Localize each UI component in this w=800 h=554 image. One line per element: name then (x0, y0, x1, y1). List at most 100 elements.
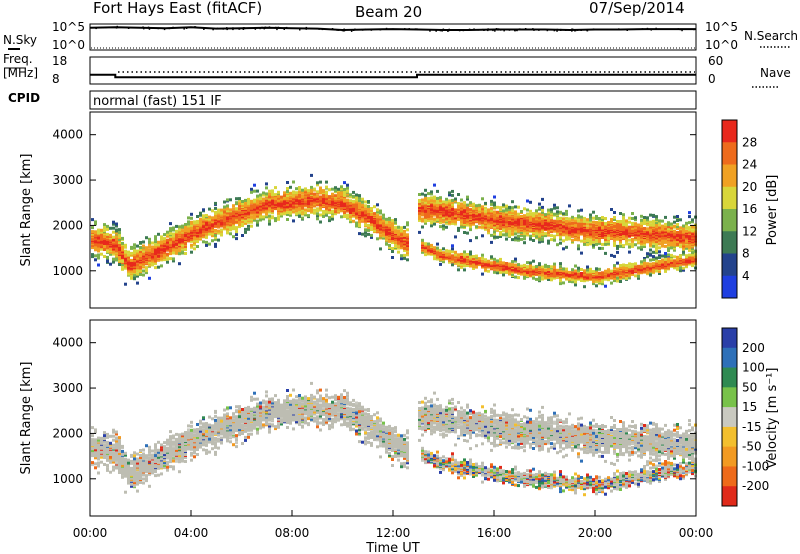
power-cell (268, 189, 271, 193)
nsky-point (693, 28, 695, 31)
power-cell (385, 234, 388, 238)
power-cell (547, 208, 550, 212)
power-cell (439, 205, 442, 209)
power-cell (529, 234, 532, 238)
power-cell (505, 237, 508, 241)
power-cell (673, 215, 676, 219)
power-cell (154, 245, 157, 249)
power-cell (517, 205, 520, 209)
power-cell (583, 232, 586, 236)
power-cell (217, 224, 220, 228)
power-cell (439, 248, 442, 252)
power-cell (589, 241, 592, 245)
nsky-point (404, 28, 406, 30)
power-cell (601, 226, 604, 229)
power-cell (511, 227, 514, 231)
nsky-point (305, 28, 307, 30)
power-cell (607, 268, 610, 272)
power-cell (337, 187, 340, 191)
power-cell (361, 197, 364, 201)
power-cell (136, 281, 139, 285)
power-cell (481, 234, 484, 238)
power-cell (433, 199, 436, 203)
power-cell (652, 258, 655, 262)
power-cell (403, 240, 406, 244)
power-cell (100, 252, 103, 256)
power-cell (676, 243, 679, 246)
power-cell (616, 220, 619, 223)
cpid-panel-frame (89, 90, 697, 110)
power-cell (487, 259, 490, 263)
power-cell (670, 253, 673, 257)
power-cell (547, 210, 550, 214)
power-cell (430, 249, 433, 253)
power-cell (496, 235, 499, 239)
power-cell (340, 215, 343, 219)
power-cell (331, 217, 334, 221)
nsky-point (361, 29, 364, 31)
station-title: Fort Hays East (fitACF) (93, 0, 262, 17)
power-cell (607, 270, 610, 274)
power-cell (388, 239, 391, 243)
power-cell (550, 208, 553, 212)
power-cell (481, 223, 484, 227)
power-cell (439, 262, 442, 266)
power-cell (172, 259, 175, 263)
power-cell (538, 206, 541, 210)
power-cell (559, 235, 562, 239)
power-cell (403, 232, 406, 236)
power-cell (685, 223, 688, 227)
power-cell (106, 234, 109, 238)
power-cell (280, 201, 283, 205)
power-cell (679, 244, 682, 248)
power-cell (430, 196, 433, 200)
power-cell (472, 202, 475, 206)
power-cell (571, 215, 574, 219)
power-cell (592, 270, 595, 274)
power-cell (118, 263, 121, 266)
nsky-point (185, 27, 188, 29)
power-cell (508, 205, 511, 209)
power-cell (406, 223, 409, 227)
power-cell (256, 219, 259, 223)
power-cell (613, 241, 616, 245)
power-cell (508, 226, 511, 230)
power-cell (250, 204, 253, 208)
power-cell (661, 258, 664, 262)
power-cell (424, 242, 427, 246)
nsky-points (95, 25, 695, 32)
power-cell (637, 274, 640, 278)
power-cell (577, 233, 580, 237)
power-cell (208, 229, 211, 233)
power-cell (664, 269, 667, 273)
power-cell (547, 233, 550, 237)
nsky-point (497, 29, 499, 31)
power-cell (316, 209, 319, 213)
power-cell (640, 264, 643, 268)
power-cell (268, 195, 271, 199)
power-cell (379, 211, 382, 215)
power-cell (652, 270, 655, 274)
power-cell (589, 267, 592, 271)
power-cell (667, 225, 670, 229)
noise-panel: 10^5 10^0 10^5 10^0 N.Sky N.Search (3, 20, 798, 52)
power-cell (670, 241, 673, 245)
power-cell (109, 233, 112, 237)
power-cell (142, 273, 145, 277)
power-cell (241, 234, 244, 237)
power-cell (112, 226, 115, 230)
power-cell (328, 204, 331, 208)
power-cell (358, 222, 361, 226)
power-cell (439, 225, 442, 229)
power-cell (355, 221, 358, 225)
power-cell (652, 221, 655, 225)
power-cell (379, 221, 382, 225)
power-cell (211, 239, 214, 243)
power-cell (118, 238, 121, 241)
power-cell (352, 194, 355, 198)
power-cell (580, 239, 583, 243)
power-cell (421, 240, 424, 244)
power-cell (229, 211, 232, 215)
power-cell (355, 193, 358, 197)
power-cell (628, 269, 631, 273)
